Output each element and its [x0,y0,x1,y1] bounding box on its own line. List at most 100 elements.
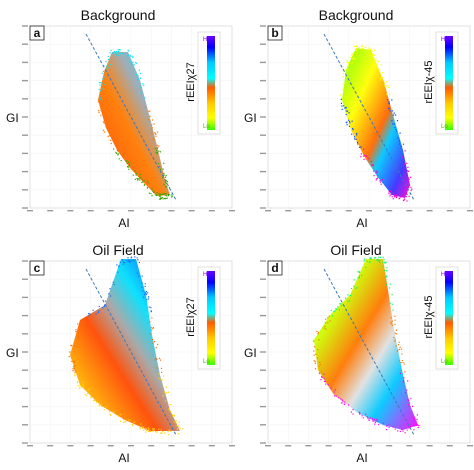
scatter-point [388,426,390,428]
scatter-point [129,54,131,56]
x-tick-mark [366,445,372,447]
scatter-point [405,189,408,191]
scatter-point [376,420,378,422]
scatter-point [113,54,115,56]
scatter-point [391,99,393,101]
scatter-point [161,379,163,381]
scatter-point [158,145,160,147]
scatter-point [145,431,147,433]
scatter-point [137,75,139,77]
y-tick-mark [260,25,266,27]
scatter-point [168,434,170,436]
scatter-point [144,292,146,294]
scatter-point [102,307,104,309]
scatter-point [155,430,157,433]
scatter-point [316,330,318,332]
scatter-point [382,261,384,263]
scatter-point [399,132,401,134]
scatter-point [137,179,139,181]
scatter-point [353,285,355,287]
scatter-point [105,406,108,408]
scatter-point [179,427,181,429]
scatter-point [141,178,143,180]
x-tick-mark [188,445,195,447]
scatter-density [98,52,170,196]
y-tick-mark [22,79,28,82]
scatter-point [154,341,156,343]
scatter-point [77,323,79,325]
scatter-point [376,60,378,62]
scatter-point [356,49,358,51]
scatter-point [416,414,418,416]
scatter-point [144,428,146,431]
scatter-point [323,327,325,329]
scatter-point [75,370,77,372]
scatter-point [117,415,119,417]
scatter-point [164,193,166,195]
scatter-point [127,166,129,168]
scatter-point [141,282,143,284]
scatter-point [389,93,391,96]
y-tick-mark [260,369,266,371]
scatter-point [395,197,397,199]
scatter-point [136,272,138,274]
scatter-point [343,105,345,107]
scatter-point [362,47,364,49]
scatter-point [403,380,405,382]
scatter-point [117,154,119,156]
scatter-point [132,425,134,427]
trend-line [85,268,177,436]
scatter-point [116,54,118,57]
panel-title: Oil Field [330,242,381,258]
scatter-point [163,174,165,176]
y-tick-mark [22,387,28,390]
scatter-point [400,370,402,372]
scatter-point [108,67,110,69]
scatter-point [145,106,147,108]
scatter-point [176,429,179,431]
scatter-point [331,315,333,317]
scatter-point [168,408,170,410]
scatter-point [382,72,384,74]
scatter-point [367,417,369,419]
scatter-point [133,421,135,423]
scatter-point [98,402,100,404]
scatter-point [344,83,346,85]
scatter-point [352,58,354,60]
scatter-point [347,62,350,64]
panel-letter: a [34,26,41,40]
scatter-point [340,98,342,100]
scatter-point [351,53,353,55]
scatter-point [368,419,370,421]
scatter-point [397,344,399,346]
scatter-point [368,47,370,49]
x-tick-mark [67,445,74,447]
scatter-point [100,104,102,106]
scatter-point [379,181,381,183]
scatter-point [406,389,408,391]
scatter-point [127,166,129,168]
x-tick-mark [305,445,312,447]
scatter-point [358,411,361,413]
scatter-point [153,139,155,141]
scatter-point [355,138,357,140]
scatter-point [105,61,107,63]
scatter-point [101,107,103,109]
scatter-point [101,72,103,74]
scatter-point [114,141,116,143]
scatter-point [369,261,371,263]
scatter-point [375,58,377,60]
scatter-density [314,259,418,430]
scatter-point [397,430,399,432]
scatter-point [314,360,316,363]
scatter-point [130,260,132,262]
scatter-point [365,266,367,268]
colorbar-hi: Hi [441,37,447,43]
scatter-point [133,64,135,66]
scatter-point [149,321,151,323]
y-tick-mark [22,442,28,444]
scatter-point [154,133,156,135]
scatter-point [373,418,376,420]
scatter-point [128,168,130,170]
